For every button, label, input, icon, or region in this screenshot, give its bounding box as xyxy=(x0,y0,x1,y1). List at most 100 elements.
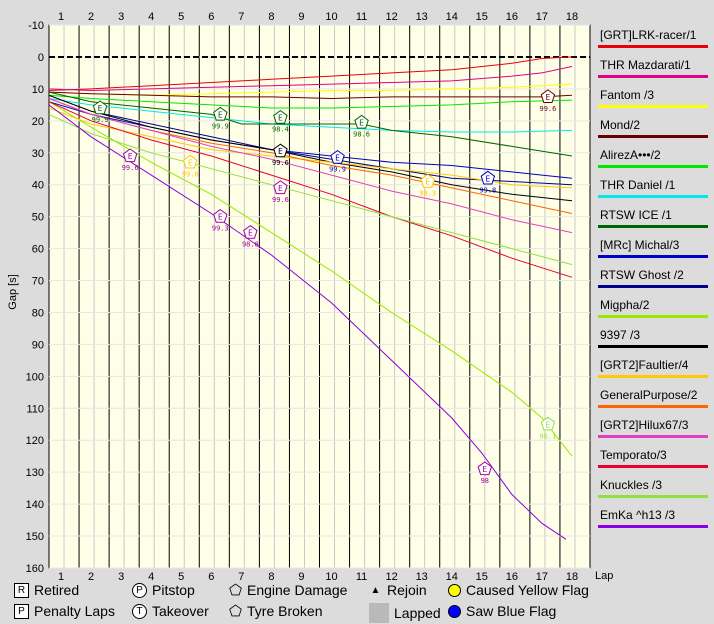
engine-damage-marker-label: 99.6 xyxy=(272,159,289,167)
engine-damage-marker-symbol: E xyxy=(335,154,340,163)
x-tick-label: 7 xyxy=(238,11,244,23)
engine-damage-marker xyxy=(420,173,435,188)
x-tick-label: 5 xyxy=(178,11,184,23)
engine-damage-marker-label: 98 xyxy=(481,477,489,485)
engine-damage-marker xyxy=(354,114,369,129)
x-tick-label: 12 xyxy=(386,11,398,23)
pentagon-icon: ⬠ xyxy=(229,581,243,599)
engine-damage-marker xyxy=(330,149,345,164)
engine-damage-marker-label: 98.8 xyxy=(242,241,259,249)
event-legend-item: Lapped xyxy=(369,603,441,623)
x-tick-label: 7 xyxy=(238,571,244,583)
event-legend-item: P Penalty Laps xyxy=(14,603,115,619)
legend-entry-label: [GRT]LRK-racer/1 xyxy=(600,28,697,42)
legend-entry: Mond/2 xyxy=(596,118,708,148)
engine-damage-marker xyxy=(213,208,228,223)
y-tick-label: 10 xyxy=(32,84,44,96)
x-tick-label: 6 xyxy=(208,571,214,583)
legend-entry-label: [MRc] Michal/3 xyxy=(600,238,680,252)
engine-damage-marker xyxy=(183,154,198,169)
legend-entry: Fantom /3 xyxy=(596,88,708,118)
x-tick-label: 8 xyxy=(268,11,274,23)
event-legend-item: ⬠ Engine Damage xyxy=(229,582,347,598)
engine-damage-marker-label: 99.9 xyxy=(329,166,346,174)
x-tick-label: 14 xyxy=(446,571,458,583)
legend-entry: RTSW ICE /1 xyxy=(596,208,708,238)
legend-entry: 9397 /3 xyxy=(596,328,708,358)
engine-damage-marker-symbol: E xyxy=(128,152,133,161)
series-line xyxy=(48,104,567,540)
x-tick-labels-top: 1 2 3 4 5 6 7 8 9 10 11 12 13 14 15 16 17 18 xyxy=(58,11,578,23)
legend-color-swatch xyxy=(598,495,708,498)
legend-entry-label: [GRT2]Faultier/4 xyxy=(600,358,689,372)
legend-entry-label: THR Daniel /1 xyxy=(600,178,676,192)
event-legend-item: Caused Yellow Flag xyxy=(448,582,589,598)
x-tick-label: 1 xyxy=(58,11,64,23)
engine-damage-marker xyxy=(122,148,138,163)
x-tick-label: 3 xyxy=(118,11,124,23)
engine-damage-marker xyxy=(540,89,556,103)
x-tick-label: 3 xyxy=(118,571,124,583)
y-tick-label: 150 xyxy=(26,531,44,543)
legend-entry: GeneralPurpose/2 xyxy=(596,388,708,418)
y-tick-label: 20 xyxy=(32,116,44,128)
event-legend-item: ▲ Rejoin xyxy=(369,582,427,598)
y-tick-label: 100 xyxy=(26,371,44,383)
engine-damage-marker-label: 99.6 xyxy=(182,170,199,178)
engine-damage-marker-label: 98.4 xyxy=(272,126,289,134)
circle-symbol-icon: P xyxy=(132,582,147,598)
series-line xyxy=(48,91,573,100)
series-line xyxy=(48,56,573,91)
y-tick-label: 80 xyxy=(32,307,44,319)
legend-entry-label: EmKa ^h13 /3 xyxy=(600,508,676,522)
legend-entry-label: GeneralPurpose/2 xyxy=(600,388,698,402)
event-legend-item: ⬠ Tyre Broken xyxy=(229,603,322,619)
engine-damage-marker xyxy=(480,170,496,185)
x-tick-label: 16 xyxy=(506,571,518,583)
legend-entry: Temporato/3 xyxy=(596,448,708,478)
x-tick-label: 6 xyxy=(208,11,214,23)
event-legend-item: T Takeover xyxy=(132,603,209,619)
legend-entry: THR Daniel /1 xyxy=(596,178,708,208)
series-line xyxy=(48,91,573,157)
engine-damage-marker-symbol: E xyxy=(188,158,193,167)
y-tick-label: 130 xyxy=(26,467,44,479)
legend-entry: [GRT]LRK-racer/1 xyxy=(596,28,708,58)
y-tick-label: 60 xyxy=(32,244,44,256)
series-line xyxy=(48,113,573,266)
legend-entry-label: Mond/2 xyxy=(600,118,641,132)
event-legend-label: Saw Blue Flag xyxy=(466,603,557,619)
y-tick-label: 30 xyxy=(32,148,44,160)
legend-entry: Knuckles /3 xyxy=(596,478,708,508)
engine-damage-marker xyxy=(243,224,258,239)
legend-color-swatch xyxy=(598,405,708,408)
event-legend-label: Engine Damage xyxy=(247,582,348,598)
x-tick-label: 15 xyxy=(476,571,488,583)
box-symbol-icon: P xyxy=(14,603,29,619)
y-tick-label: 90 xyxy=(32,339,44,351)
y-tick-label: 120 xyxy=(26,435,44,447)
legend-entry: [GRT2]Hilux67/3 xyxy=(596,418,708,448)
engine-damage-marker-symbol: E xyxy=(98,104,103,113)
x-tick-label: 11 xyxy=(356,571,367,583)
legend-color-swatch xyxy=(598,105,708,108)
engine-damage-marker-label: 99.8 xyxy=(479,186,496,194)
event-legend-item: Saw Blue Flag xyxy=(448,603,556,619)
x-tick-label: 2 xyxy=(88,571,94,583)
legend-entry-label: Fantom /3 xyxy=(600,88,655,102)
yellow-flag-icon xyxy=(448,583,461,597)
y-axis-label: Gap [s] xyxy=(7,274,19,309)
legend-color-swatch xyxy=(598,285,708,288)
legend-color-swatch xyxy=(598,135,708,138)
lapped-swatch-icon xyxy=(369,603,389,623)
x-tick-label: 17 xyxy=(536,571,548,583)
legend-entry-label: [GRT2]Hilux67/3 xyxy=(600,418,689,432)
x-tick-label: 17 xyxy=(536,11,548,23)
x-tick-label: 12 xyxy=(386,571,398,583)
legend-entry: [MRc] Michal/3 xyxy=(596,238,708,268)
legend-entry: THR Mazdarati/1 xyxy=(596,58,708,88)
series-line xyxy=(48,98,573,133)
legend-color-swatch xyxy=(598,255,708,258)
event-legend-label: Retired xyxy=(34,582,80,598)
